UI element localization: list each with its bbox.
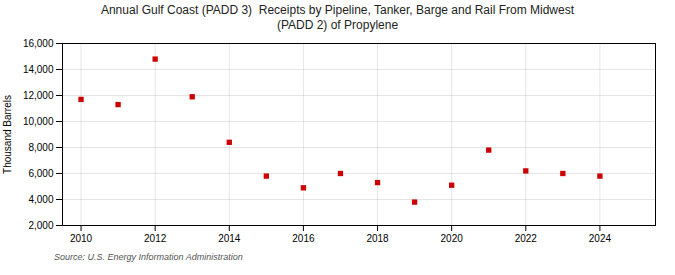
- svg-text:12,000: 12,000: [23, 90, 54, 101]
- svg-text:16,000: 16,000: [23, 38, 54, 49]
- svg-text:Thousand Barrels: Thousand Barrels: [2, 95, 13, 174]
- svg-text:2020: 2020: [441, 233, 464, 244]
- svg-text:2,000: 2,000: [28, 220, 53, 231]
- svg-text:10,000: 10,000: [23, 116, 54, 127]
- svg-text:2022: 2022: [515, 233, 538, 244]
- svg-text:2010: 2010: [70, 233, 93, 244]
- svg-text:2024: 2024: [589, 233, 612, 244]
- svg-text:8,000: 8,000: [28, 142, 53, 153]
- html-text:Annual Gulf Coast (PADD 3) Rec: Annual Gulf Coast (PADD 3) Receipts by P…: [100, 3, 574, 32]
- svg-text:4,000: 4,000: [28, 194, 53, 205]
- svg-text:2014: 2014: [218, 233, 241, 244]
- svg-text:2016: 2016: [292, 233, 315, 244]
- svg-text:2018: 2018: [366, 233, 389, 244]
- svg-text:14,000: 14,000: [23, 64, 54, 75]
- svg-text:2012: 2012: [144, 233, 167, 244]
- svg-text:6,000: 6,000: [28, 168, 53, 179]
- html-text:Source: U.S. Energy Informatio: Source: U.S. Energy Information Administ…: [54, 252, 243, 262]
